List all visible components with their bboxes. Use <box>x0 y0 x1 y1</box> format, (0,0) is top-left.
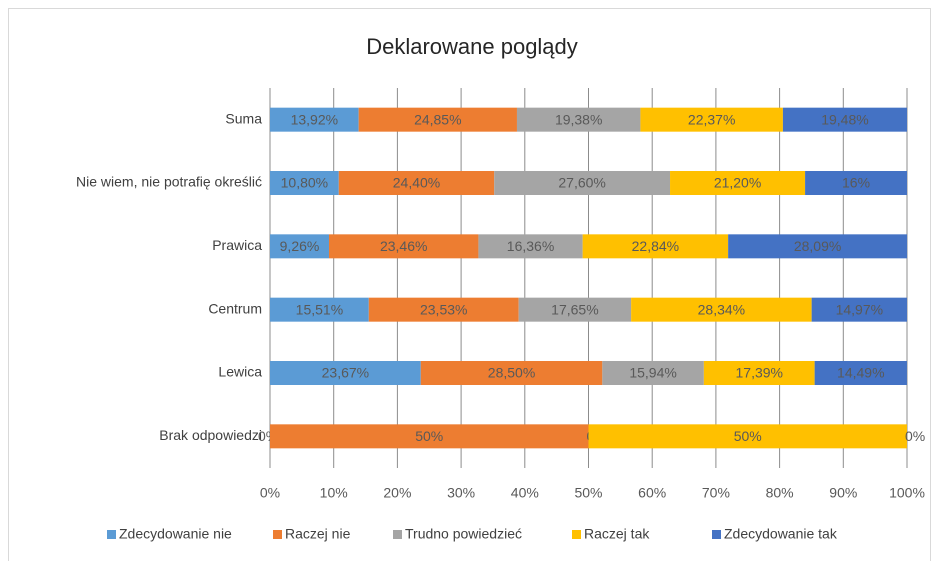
value-label: 16% <box>842 175 870 191</box>
value-label: 50% <box>734 428 762 444</box>
x-tick-label: 50% <box>574 485 602 501</box>
value-label: 23,67% <box>322 365 369 381</box>
bar-segment <box>640 107 783 132</box>
bar-segment <box>270 361 421 385</box>
value-label: 0% <box>905 428 925 444</box>
bar-segment <box>368 297 519 322</box>
legend-label: Zdecydowanie tak <box>724 526 838 542</box>
value-label: 15,51% <box>296 301 343 317</box>
legend-swatch <box>107 530 116 539</box>
y-tick-label: Brak odpowiedzi <box>159 427 262 443</box>
legend-swatch <box>273 530 282 539</box>
bar-segment <box>420 361 603 385</box>
value-label: 22,84% <box>632 238 679 254</box>
bar-segment <box>588 424 907 449</box>
x-tick-label: 0% <box>260 485 280 501</box>
legend-label: Zdecydowanie nie <box>119 526 232 542</box>
legend-label: Raczej tak <box>584 526 650 542</box>
value-label: 19,48% <box>821 111 868 127</box>
legend-label: Raczej nie <box>285 526 351 542</box>
bar-segment <box>270 297 369 322</box>
value-label: 23,53% <box>420 301 467 317</box>
value-label: 28,09% <box>794 238 841 254</box>
bar-segment <box>703 361 815 385</box>
bar-segment <box>782 107 907 132</box>
value-label: 27,60% <box>558 175 605 191</box>
bar-segment <box>728 234 908 259</box>
bar-segment <box>270 171 339 195</box>
value-label: 15,94% <box>629 365 676 381</box>
bar-segment <box>518 297 632 322</box>
bar-segment <box>670 171 806 195</box>
bar-segment <box>814 361 907 385</box>
bar-segment <box>494 171 671 195</box>
x-tick-label: 80% <box>766 485 794 501</box>
value-label: 13,92% <box>291 111 338 127</box>
y-tick-label: Centrum <box>208 300 262 316</box>
value-label: 28,34% <box>698 301 745 317</box>
bar-segment <box>478 234 583 259</box>
x-tick-label: 30% <box>447 485 475 501</box>
value-label: 21,20% <box>714 175 761 191</box>
x-tick-label: 60% <box>638 485 666 501</box>
y-tick-label: Nie wiem, nie potrafię określić <box>76 174 262 190</box>
x-tick-label: 40% <box>511 485 539 501</box>
bar-segment <box>338 171 495 195</box>
x-tick-label: 10% <box>320 485 348 501</box>
bar-segment <box>270 424 589 449</box>
bar-segment <box>328 234 479 259</box>
bar-segment <box>805 171 907 195</box>
y-tick-label: Suma <box>225 110 262 126</box>
bar-segment <box>516 107 641 132</box>
value-label: 50% <box>415 428 443 444</box>
y-tick-label: Lewica <box>218 364 262 380</box>
value-label: 19,38% <box>555 111 602 127</box>
legend-swatch <box>393 530 402 539</box>
value-label: 28,50% <box>488 365 535 381</box>
bar-segment <box>811 297 907 322</box>
bar-segment <box>358 107 517 132</box>
legend-swatch <box>572 530 581 539</box>
x-tick-label: 70% <box>702 485 730 501</box>
value-label: 10,80% <box>281 175 328 191</box>
legend-swatch <box>712 530 721 539</box>
value-label: 14,49% <box>837 365 884 381</box>
x-tick-label: 20% <box>383 485 411 501</box>
value-label: 9,26% <box>280 238 320 254</box>
legend-label: Trudno powiedzieć <box>405 526 522 542</box>
value-label: 16,36% <box>507 238 554 254</box>
bar-segment <box>582 234 729 259</box>
bar-segment <box>602 361 704 385</box>
value-label: 17,65% <box>551 301 598 317</box>
value-label: 23,46% <box>380 238 427 254</box>
value-label: 14,97% <box>836 301 883 317</box>
value-label: 24,40% <box>393 175 440 191</box>
bar-segment <box>270 107 359 132</box>
x-tick-label: 90% <box>829 485 857 501</box>
chart-border <box>8 8 931 561</box>
bar-segment <box>631 297 812 322</box>
y-tick-label: Prawica <box>212 237 262 253</box>
value-label: 22,37% <box>688 111 735 127</box>
chart-title: Deklarowane poglądy <box>366 34 578 59</box>
bar-segment <box>270 234 329 259</box>
value-label: 17,39% <box>736 365 783 381</box>
x-tick-label: 100% <box>889 485 925 501</box>
value-label: 24,85% <box>414 111 461 127</box>
